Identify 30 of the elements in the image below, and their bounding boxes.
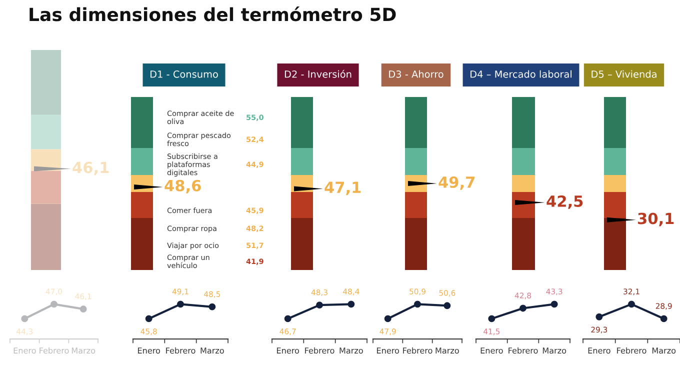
text: D4 – Mercado laboral (470, 70, 572, 78)
x-tick-label: Enero (377, 348, 399, 354)
x-tick-label: Enero (138, 348, 160, 354)
x-tick-label: Febrero (403, 347, 432, 354)
x-tick-label: Enero (277, 348, 299, 354)
x-tick-label: Febrero (40, 347, 69, 354)
x-tick-label: Enero (14, 348, 36, 354)
x-tick-label: Marzo (340, 348, 363, 354)
text: 49,7 (438, 176, 474, 190)
text: D3 - Ahorro (389, 70, 444, 78)
text: 47,1 (324, 182, 361, 196)
x-tick-label: Marzo (72, 348, 96, 354)
text: 48,6 (164, 180, 201, 194)
x-tick-label: Enero (480, 348, 503, 354)
text: Las dimensiones del termómetro 5D (30, 6, 396, 22)
x-tick-label: Marzo (200, 348, 224, 354)
text: D1 - Consumo (150, 70, 218, 78)
text: D2 - Inversión (284, 70, 352, 78)
x-tick-label: Febrero (166, 347, 196, 354)
x-tick-label: Marzo (436, 348, 459, 354)
x-tick-label: Febrero (508, 347, 538, 354)
x-tick-label: Febrero (305, 347, 334, 354)
x-tick-label: Febrero (617, 347, 646, 354)
x-tick-label: Marzo (652, 348, 676, 354)
text: D5 – Vivienda (592, 70, 656, 78)
x-tick-label: Marzo (542, 348, 566, 354)
text: 46,1 (72, 162, 109, 176)
text: 30,1 (638, 212, 674, 226)
text: 42,5 (546, 195, 583, 209)
x-tick-label: Enero (588, 348, 610, 354)
